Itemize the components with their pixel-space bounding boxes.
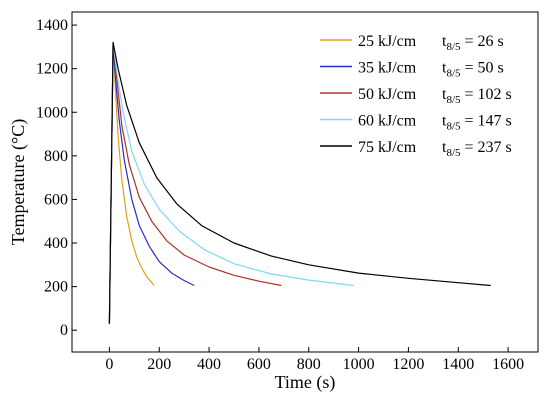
legend-heat-input: 50 kJ/cm <box>358 86 417 103</box>
legend-item-3: 50 kJ/cm t8/5 = 102 s <box>320 86 512 106</box>
legend-t-subscript: 8/5 <box>446 68 461 80</box>
legend-t-subscript: 8/5 <box>446 41 461 53</box>
x-axis-title: Time (s) <box>275 372 336 393</box>
legend-cooling-time: t8/5 = 147 s <box>442 113 512 133</box>
legend-t-subscript: 8/5 <box>446 94 461 106</box>
plot-frame <box>71 11 539 353</box>
legend-t-subscript: 8/5 <box>446 147 461 159</box>
legend-t-value: = 102 s <box>461 86 512 103</box>
x-tick-label: 800 <box>297 356 321 373</box>
x-tick-label: 1200 <box>392 356 424 373</box>
legend-t-symbol: t <box>442 139 447 156</box>
legend-t-value: = 50 s <box>461 60 504 77</box>
legend-item-4: 60 kJ/cm t8/5 = 147 s <box>320 113 512 133</box>
x-tick-label: 200 <box>147 356 171 373</box>
x-tick-label: 1400 <box>442 356 474 373</box>
legend: 25 kJ/cm t8/5 = 26 s35 kJ/cm t8/5 = 50 s50… <box>320 33 512 159</box>
series-line-3 <box>108 41 282 324</box>
legend-t-subscript: 8/5 <box>446 121 461 133</box>
y-tick-label: 600 <box>44 191 68 208</box>
legend-heat-input: 60 kJ/cm <box>358 113 417 130</box>
legend-item-5: 75 kJ/cm t8/5 = 237 s <box>320 139 512 159</box>
y-tick-label: 0 <box>60 322 68 339</box>
legend-t-symbol: t <box>442 113 447 130</box>
x-tick-label: 1000 <box>343 356 375 373</box>
x-tick-label: 1600 <box>492 356 524 373</box>
legend-t-value: = 237 s <box>461 139 512 156</box>
legend-t-value: = 26 s <box>461 33 504 50</box>
y-tick-label: 400 <box>44 235 68 252</box>
y-tick-label: 200 <box>44 279 68 296</box>
legend-heat-input: 35 kJ/cm <box>358 60 417 77</box>
y-tick-label: 1200 <box>36 61 68 78</box>
legend-t-value: = 147 s <box>461 113 512 130</box>
legend-t-symbol: t <box>442 86 447 103</box>
x-tick-label: 400 <box>197 356 221 373</box>
y-axis-title: Temperature (°C) <box>8 119 29 245</box>
y-axis-ticks: 0 200 400 600 800 1000 1200 1400 <box>36 17 77 339</box>
legend-heat-input: 75 kJ/cm <box>358 139 417 156</box>
series-line-5 <box>108 41 491 324</box>
legend-cooling-time: t8/5 = 237 s <box>442 139 512 159</box>
y-tick-label: 800 <box>44 148 68 165</box>
series-line-4 <box>108 41 354 324</box>
legend-item-2: 35 kJ/cm t8/5 = 50 s <box>320 60 504 80</box>
legend-t-symbol: t <box>442 33 447 50</box>
legend-cooling-time: t8/5 = 102 s <box>442 86 512 106</box>
x-tick-label: 0 <box>105 356 113 373</box>
series-lines <box>108 41 491 324</box>
x-axis-ticks: 0 200 400 600 800 1000 1200 1400 1600 <box>105 347 524 373</box>
x-tick-label: 600 <box>247 356 271 373</box>
legend-item-1: 25 kJ/cm t8/5 = 26 s <box>320 33 504 53</box>
y-tick-label: 1400 <box>36 17 68 34</box>
legend-heat-input: 25 kJ/cm <box>358 33 417 50</box>
legend-cooling-time: t8/5 = 50 s <box>442 60 504 80</box>
legend-t-symbol: t <box>442 60 447 77</box>
y-tick-label: 1000 <box>36 104 68 121</box>
series-line-2 <box>108 41 195 324</box>
legend-cooling-time: t8/5 = 26 s <box>442 33 504 53</box>
